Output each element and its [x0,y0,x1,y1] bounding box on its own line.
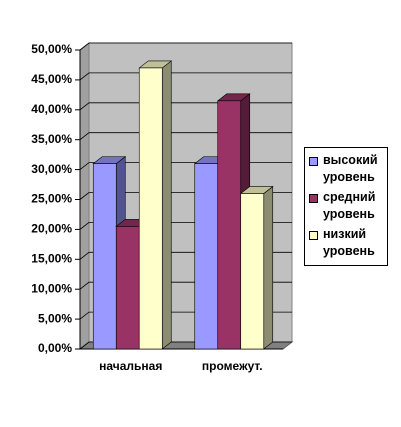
y-tick-label: 25,00% [31,192,72,206]
legend: высокий уровень средний уровень низкий уро… [304,147,388,266]
bar [138,67,163,350]
bar [217,100,242,350]
legend-label: низкий уровень [323,227,375,258]
y-tick-label: 15,00% [31,251,72,265]
y-tick-label: 0,00% [38,341,72,355]
legend-swatch [309,194,318,203]
y-tick-label: 35,00% [31,132,72,146]
x-tick-label: промежут. [202,359,263,373]
y-tick-label: 20,00% [31,222,72,236]
y-tick-label: 10,00% [31,281,72,295]
x-tick-label: начальная [99,359,162,373]
y-tick-label: 30,00% [31,162,72,176]
y-tick-label: 45,00% [31,72,72,86]
legend-item: низкий уровень [309,226,387,260]
y-tick-label: 5,00% [38,311,72,325]
bar-side [263,185,274,350]
legend-item: высокий уровень [309,152,387,186]
grid-line [79,42,292,51]
legend-swatch [309,231,318,240]
legend-swatch [309,157,318,166]
bar [194,163,219,350]
y-tick-label: 40,00% [31,102,72,116]
legend-label: высокий уровень [323,153,378,184]
bar [240,193,265,350]
bar-side [161,60,172,350]
legend-label: средний уровень [323,190,376,221]
y-tick-label: 50,00% [31,42,72,56]
bar [115,226,140,350]
bar [92,163,117,350]
legend-item: средний уровень [309,189,387,223]
grid-line [79,72,292,81]
